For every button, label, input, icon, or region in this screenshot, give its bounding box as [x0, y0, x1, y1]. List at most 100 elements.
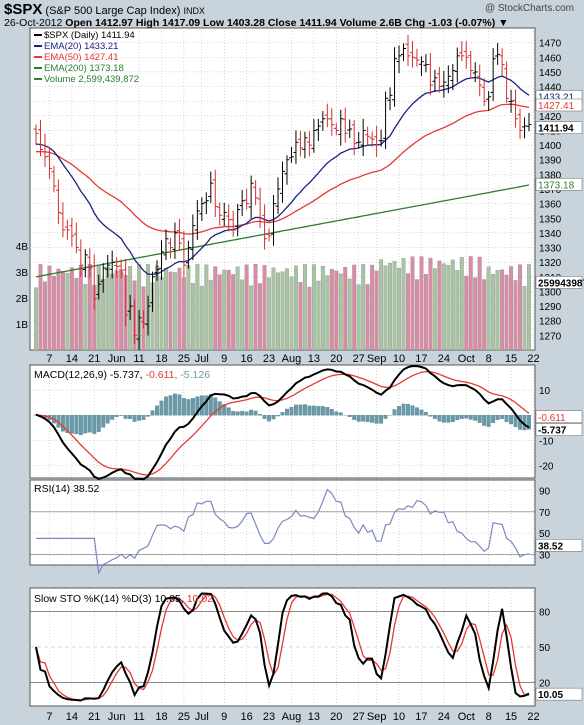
volume-bar	[406, 273, 410, 351]
sto-k-value: 10.05,	[155, 593, 187, 605]
macd-histogram-bar	[141, 415, 146, 420]
macd-signal-tag: -0.611	[538, 413, 566, 424]
volume-bar	[34, 287, 38, 351]
macd-histogram-bar	[397, 405, 401, 416]
x-tick-label-bottom: 11	[133, 711, 144, 723]
quote-line: 26-Oct-2012 Open 1412.97 High 1417.09 Lo…	[4, 17, 509, 29]
sto-d-value: 10.02	[187, 593, 213, 605]
rsi-panel	[29, 479, 536, 566]
macd-histogram-bar	[352, 415, 357, 420]
y-tick-label: 90	[539, 487, 551, 498]
macd-histogram-bar	[464, 415, 469, 419]
volume-bar	[343, 267, 348, 351]
volume-tick-label: 2B	[16, 294, 29, 305]
macd-tag-bg	[535, 423, 583, 436]
macd-histogram-bar	[267, 415, 271, 422]
volume-bar	[509, 266, 514, 351]
macd-histogram-bar	[280, 412, 285, 416]
x-tick-label: 18	[155, 353, 167, 365]
volume-bar	[370, 264, 375, 351]
macd-histogram-bar	[240, 411, 245, 416]
volume-tick-label: 4B	[16, 242, 29, 253]
x-tick-label: Jul	[195, 353, 209, 365]
volume-bar	[267, 277, 271, 351]
volume-bar	[428, 257, 433, 351]
macd-histogram-bar	[415, 407, 419, 416]
macd-histogram-bar	[244, 411, 249, 416]
volume-bar	[311, 264, 316, 351]
macd-histogram-bar	[482, 415, 487, 426]
x-tick-label: 16	[241, 353, 253, 365]
volume-bar	[208, 279, 213, 351]
x-tick-label-bottom: 13	[308, 711, 320, 723]
y-tick-label: 1330	[539, 244, 562, 255]
volume-bar	[110, 273, 115, 351]
macd-histogram-bar	[262, 415, 267, 419]
macd-histogram-bar	[249, 409, 254, 416]
x-tick-label: 23	[263, 353, 275, 365]
volume-bar	[47, 265, 52, 351]
volume-bar	[392, 261, 397, 351]
volume-bar	[190, 283, 195, 351]
macd-histogram-bar	[92, 415, 97, 434]
volume-bar	[231, 274, 236, 351]
volume-bar	[83, 283, 88, 351]
macd-histogram-bar	[473, 415, 478, 421]
macd-histogram-bar	[347, 415, 352, 417]
macd-histogram-bar	[298, 404, 303, 416]
macd-histogram-bar	[455, 415, 460, 420]
x-tick-label: 13	[308, 353, 320, 365]
volume-bar	[199, 285, 204, 351]
volume-bar	[446, 264, 451, 351]
macd-histogram-bar	[320, 406, 325, 416]
ema20-line	[35, 75, 530, 275]
volume-bar	[244, 264, 249, 351]
volume-bar	[441, 263, 446, 351]
y-tick-label: 10	[539, 386, 551, 397]
volume-bar	[253, 264, 258, 351]
volume-bar	[477, 256, 482, 351]
x-tick-label-bottom: 17	[415, 711, 427, 723]
volume-bar	[226, 269, 231, 351]
volume-tag-bg	[535, 276, 583, 289]
macd-histogram-bar	[316, 406, 321, 416]
volume-bar	[105, 266, 110, 351]
legend-label: Volume 2,599,439,872	[44, 74, 139, 85]
y-tick-label: 1270	[539, 331, 562, 342]
x-tick-label: Oct	[458, 353, 475, 365]
x-tick-label: 25	[178, 353, 190, 365]
macd-histogram-bar	[432, 415, 437, 419]
macd-histogram-bar	[504, 415, 509, 423]
x-tick-label-bottom: 27	[353, 711, 365, 723]
volume-bar	[423, 273, 428, 351]
volume-bar	[522, 286, 527, 351]
macd-histogram-bar	[172, 393, 177, 416]
volume-bar	[383, 265, 388, 351]
macd-histogram-bar	[294, 404, 298, 416]
close-tag: 1411.94	[538, 124, 574, 135]
macd-histogram-bar	[101, 415, 106, 428]
volume-bar	[455, 270, 460, 351]
macd-histogram-bar	[69, 415, 74, 434]
y-tick-label: 1290	[539, 302, 562, 313]
volume-bar	[285, 268, 289, 351]
x-tick-label-bottom: 15	[505, 711, 517, 723]
y-tick-label: 70	[539, 508, 551, 519]
symbol: $SPX	[4, 1, 43, 18]
macd-histogram-bar	[132, 415, 137, 422]
macd-histogram-bar	[177, 394, 182, 416]
volume-bar	[473, 277, 478, 351]
quote-date: 26-Oct-2012	[4, 17, 63, 29]
y-tick-label: 30	[539, 550, 551, 561]
volume-bar	[437, 260, 442, 351]
macd-histogram-bar	[253, 410, 258, 416]
x-tick-label: 14	[66, 353, 78, 365]
macd-histogram-bar	[459, 415, 464, 419]
macd-histogram-bar	[477, 415, 482, 423]
macd-histogram-bar	[222, 404, 227, 416]
volume-bar	[60, 271, 65, 351]
volume-bar	[74, 278, 79, 351]
volume-bar	[294, 265, 298, 351]
macd-histogram-bar	[168, 395, 173, 416]
volume-bar	[397, 267, 401, 351]
